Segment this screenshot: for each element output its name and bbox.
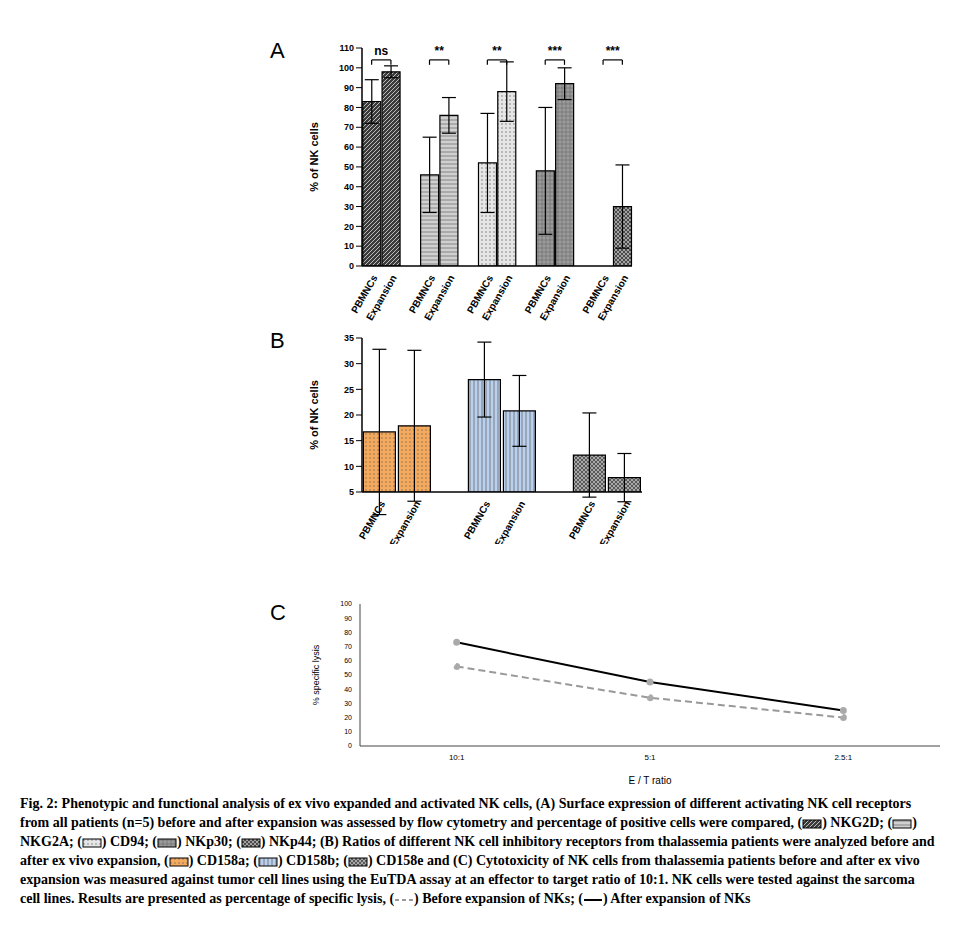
- svg-text:5:1: 5:1: [644, 753, 656, 762]
- svg-text:20: 20: [344, 222, 354, 232]
- svg-text:20: 20: [344, 410, 354, 420]
- svg-text:80: 80: [344, 103, 354, 113]
- svg-text:PBMNCs: PBMNCs: [522, 273, 554, 316]
- svg-text:60: 60: [344, 657, 352, 664]
- svg-text:30: 30: [344, 202, 354, 212]
- svg-text:PBMNCs: PBMNCs: [348, 273, 380, 316]
- svg-text:70: 70: [344, 122, 354, 132]
- html-text:) CD94; (: ) CD94; (: [101, 834, 157, 849]
- svg-text:% of NK cells: % of NK cells: [308, 380, 320, 450]
- svg-text:% of NK cells: % of NK cells: [308, 122, 320, 192]
- svg-text:10: 10: [344, 462, 354, 472]
- svg-text:100: 100: [339, 63, 354, 73]
- svg-text:110: 110: [339, 43, 354, 53]
- svg-text:10: 10: [344, 241, 354, 251]
- svg-text:40: 40: [344, 686, 352, 693]
- html-text:) Before expansion of NKs; (: ) Before expansion of NKs; (: [414, 891, 583, 906]
- svg-text:Expansion: Expansion: [595, 273, 630, 322]
- svg-text:35: 35: [344, 333, 354, 343]
- svg-text:80: 80: [344, 629, 352, 636]
- svg-text:Expansion: Expansion: [598, 499, 633, 544]
- svg-text:**: **: [434, 44, 444, 58]
- html-text:A: A: [270, 38, 285, 63]
- svg-text:90: 90: [344, 615, 352, 622]
- svg-text:30: 30: [344, 700, 352, 707]
- html-text:) NKp44; (B) Ratios of differe: ) NKp44; (B) Ratios of different NK cell…: [20, 834, 935, 868]
- svg-text:PBMNCs: PBMNCs: [462, 499, 493, 541]
- svg-text:2.5:1: 2.5:1: [834, 753, 852, 762]
- svg-text:10: 10: [344, 728, 352, 735]
- html-text:) After expansion of NKs: ) After expansion of NKs: [603, 891, 751, 906]
- svg-text:Expansion: Expansion: [493, 499, 528, 544]
- html-text:) NKp30; (: ) NKp30; (: [177, 834, 241, 849]
- svg-text:100: 100: [340, 600, 352, 607]
- svg-text:Expansion: Expansion: [422, 273, 457, 322]
- svg-text:0: 0: [349, 261, 354, 271]
- html-text:C: C: [270, 600, 286, 625]
- html-text:) CD158e and (C) Cytotoxicity: ) CD158e and (C) Cytotoxicity of NK cell…: [20, 853, 920, 906]
- svg-text:5: 5: [349, 487, 354, 497]
- svg-text:Expansion: Expansion: [388, 499, 423, 544]
- svg-text:50: 50: [344, 671, 352, 678]
- svg-text:PBMNCs: PBMNCs: [464, 273, 496, 316]
- svg-text:60: 60: [344, 142, 354, 152]
- svg-text:70: 70: [344, 643, 352, 650]
- svg-text:15: 15: [344, 436, 354, 446]
- svg-text:40: 40: [344, 182, 354, 192]
- svg-text:Expansion: Expansion: [480, 273, 515, 322]
- html-text:) NKG2A; (: ) NKG2A; (: [20, 815, 917, 849]
- svg-text:PBMNCs: PBMNCs: [406, 273, 438, 316]
- svg-text:20: 20: [344, 714, 352, 721]
- html-text:) NKG2D; (: ) NKG2D; (: [822, 815, 893, 830]
- svg-text:% specific lysis: % specific lysis: [311, 644, 321, 705]
- svg-text:50: 50: [344, 162, 354, 172]
- svg-text:PBMNCs: PBMNCs: [580, 273, 611, 316]
- svg-text:E / T ratio: E / T ratio: [629, 775, 672, 786]
- svg-text:***: ***: [548, 44, 562, 58]
- svg-text:0: 0: [348, 742, 352, 749]
- html-text:Fig. 2: Phenotypic and functio: Fig. 2: Phenotypic and functional analys…: [20, 796, 912, 830]
- html-text:B: B: [270, 328, 285, 353]
- svg-text:10:1: 10:1: [449, 753, 465, 762]
- svg-text:25: 25: [344, 385, 354, 395]
- svg-text:Expansion: Expansion: [538, 273, 573, 322]
- svg-text:30: 30: [344, 359, 354, 369]
- svg-text:Expansion: Expansion: [364, 273, 399, 322]
- svg-text:PBMNCs: PBMNCs: [567, 499, 598, 541]
- svg-text:PBMNCs: PBMNCs: [357, 499, 388, 541]
- svg-text:**: **: [492, 44, 502, 58]
- svg-text:90: 90: [344, 83, 354, 93]
- svg-text:ns: ns: [374, 44, 388, 58]
- svg-text:***: ***: [606, 44, 620, 58]
- html-text:) CD158b; (: ) CD158b; (: [277, 853, 348, 868]
- html-text:) CD158a; (: ) CD158a; (: [188, 853, 258, 868]
